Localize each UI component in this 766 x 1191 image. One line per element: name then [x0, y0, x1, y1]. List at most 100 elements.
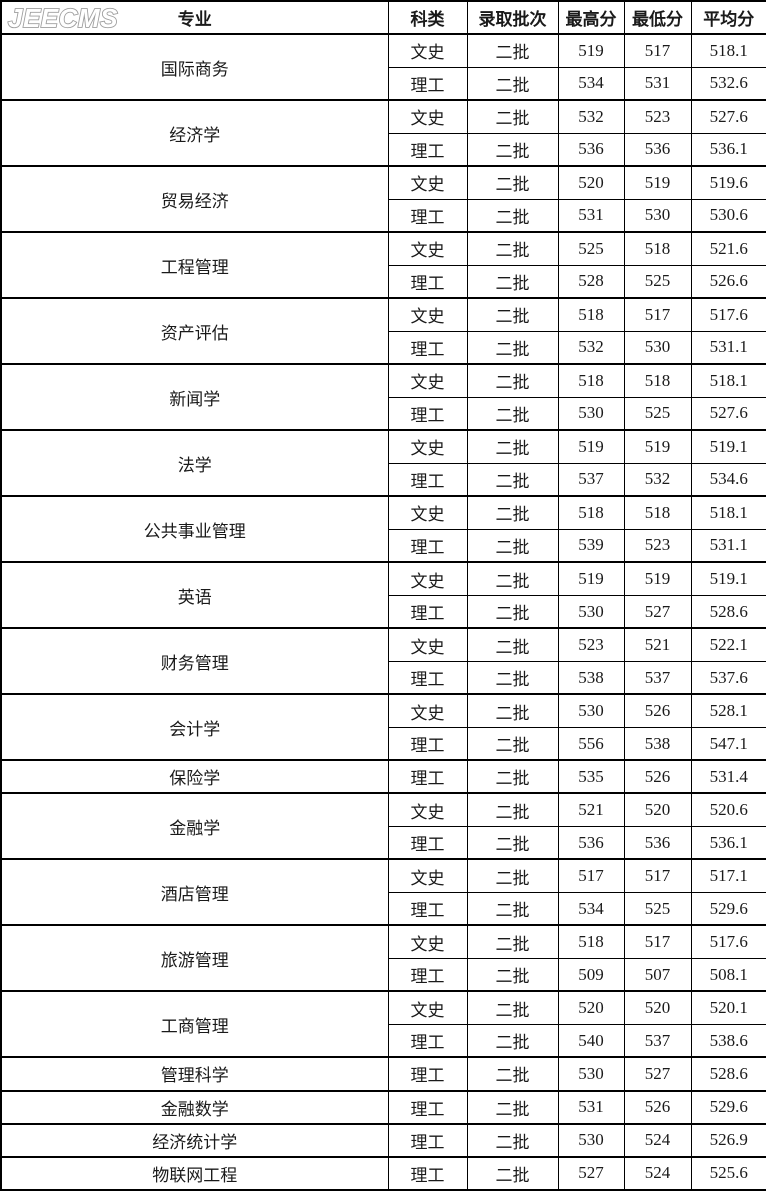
min-cell: 526 — [623, 759, 692, 794]
max-cell: 525 — [557, 231, 625, 266]
major-cell: 新闻学 — [0, 363, 389, 431]
category-cell: 理工 — [387, 396, 468, 431]
category-cell: 理工 — [387, 66, 468, 101]
major-cell: 法学 — [0, 429, 389, 497]
batch-cell: 二批 — [466, 1155, 559, 1191]
avg-cell: 517.1 — [690, 858, 766, 893]
category-cell: 理工 — [387, 891, 468, 926]
max-cell: 530 — [557, 1056, 625, 1092]
avg-cell: 536.1 — [690, 825, 766, 860]
major-cell: 工程管理 — [0, 231, 389, 299]
major-cell: 财务管理 — [0, 627, 389, 695]
min-cell: 518 — [623, 231, 692, 266]
max-cell: 527 — [557, 1155, 625, 1191]
min-cell: 525 — [623, 891, 692, 926]
avg-cell: 521.6 — [690, 231, 766, 266]
avg-cell: 529.6 — [690, 891, 766, 926]
max-cell: 530 — [557, 693, 625, 728]
avg-cell: 520.6 — [690, 792, 766, 827]
score-row: 理工 二批 534 525 529.6 — [1, 891, 766, 926]
max-cell: 540 — [557, 1023, 625, 1058]
category-cell: 理工 — [387, 1089, 468, 1125]
avg-cell: 537.6 — [690, 660, 766, 695]
min-cell: 521 — [623, 627, 692, 662]
max-cell: 518 — [557, 363, 625, 398]
avg-cell: 534.6 — [690, 462, 766, 497]
category-cell: 文史 — [387, 363, 468, 398]
batch-cell: 二批 — [466, 363, 559, 398]
score-row: 会计学 文史 二批 530 526 528.1 — [0, 693, 766, 761]
header-row: 专业 科类 录取批次 最高分 最低分 平均分 — [0, 0, 766, 35]
avg-cell: 518.1 — [690, 495, 766, 530]
batch-cell: 二批 — [466, 1122, 559, 1158]
avg-cell: 531.1 — [690, 330, 766, 365]
category-cell: 文史 — [387, 297, 468, 332]
max-cell: 536 — [557, 825, 625, 860]
avg-cell: 529.6 — [690, 1089, 766, 1125]
max-cell: 534 — [557, 66, 625, 101]
avg-cell: 531.4 — [690, 759, 766, 794]
score-row: 理工 二批 530 525 527.6 — [1, 396, 766, 431]
header-max-score: 最高分 — [557, 0, 625, 35]
avg-cell: 519.1 — [690, 561, 766, 596]
min-cell: 536 — [623, 825, 692, 860]
batch-cell: 二批 — [466, 462, 559, 497]
batch-cell: 二批 — [466, 594, 559, 629]
min-cell: 520 — [623, 990, 692, 1025]
category-cell: 理工 — [387, 462, 468, 497]
major-cell: 旅游管理 — [0, 924, 389, 992]
batch-cell: 二批 — [466, 924, 559, 959]
header-batch: 录取批次 — [466, 0, 559, 35]
min-cell: 530 — [623, 198, 692, 233]
major-cell: 贸易经济 — [0, 165, 389, 233]
batch-cell: 二批 — [466, 792, 559, 827]
batch-cell: 二批 — [466, 1056, 559, 1092]
batch-cell: 二批 — [466, 1023, 559, 1058]
min-cell: 530 — [623, 330, 692, 365]
min-cell: 531 — [623, 66, 692, 101]
category-cell: 理工 — [387, 1122, 468, 1158]
score-row: 新闻学 文史 二批 518 518 518.1 — [0, 363, 766, 431]
min-cell: 527 — [623, 1056, 692, 1092]
batch-cell: 二批 — [466, 1089, 559, 1125]
min-cell: 517 — [623, 32, 692, 68]
category-cell: 文史 — [387, 627, 468, 662]
batch-cell: 二批 — [466, 264, 559, 299]
batch-cell: 二批 — [466, 759, 559, 794]
avg-cell: 519.1 — [690, 429, 766, 464]
max-cell: 534 — [557, 891, 625, 926]
category-cell: 文史 — [387, 858, 468, 893]
max-cell: 538 — [557, 660, 625, 695]
major-cell: 管理科学 — [0, 1056, 389, 1092]
score-row: 经济统计学 理工 二批 530 524 526.9 — [0, 1122, 766, 1158]
batch-cell: 二批 — [466, 528, 559, 563]
category-cell: 理工 — [387, 594, 468, 629]
min-cell: 507 — [623, 957, 692, 992]
min-cell: 532 — [623, 462, 692, 497]
max-cell: 519 — [557, 429, 625, 464]
max-cell: 539 — [557, 528, 625, 563]
batch-cell: 二批 — [466, 495, 559, 530]
max-cell: 518 — [557, 297, 625, 332]
score-row: 国际商务 文史 二批 519 517 518.1 — [0, 32, 766, 101]
category-cell: 文史 — [387, 495, 468, 530]
category-cell: 理工 — [387, 660, 468, 695]
max-cell: 535 — [557, 759, 625, 794]
avg-cell: 528.6 — [690, 1056, 766, 1092]
max-cell: 531 — [557, 1089, 625, 1125]
batch-cell: 二批 — [466, 396, 559, 431]
batch-cell: 二批 — [466, 231, 559, 266]
score-row: 金融学 文史 二批 521 520 520.6 — [0, 792, 766, 860]
avg-cell: 547.1 — [690, 726, 766, 761]
category-cell: 文史 — [387, 924, 468, 959]
min-cell: 520 — [623, 792, 692, 827]
max-cell: 518 — [557, 924, 625, 959]
min-cell: 538 — [623, 726, 692, 761]
score-row: 财务管理 文史 二批 523 521 522.1 — [0, 627, 766, 695]
category-cell: 文史 — [387, 99, 468, 134]
score-row: 经济学 文史 二批 532 523 527.6 — [0, 99, 766, 167]
category-cell: 理工 — [387, 528, 468, 563]
score-row: 物联网工程 理工 二批 527 524 525.6 — [0, 1155, 766, 1191]
avg-cell: 508.1 — [690, 957, 766, 992]
